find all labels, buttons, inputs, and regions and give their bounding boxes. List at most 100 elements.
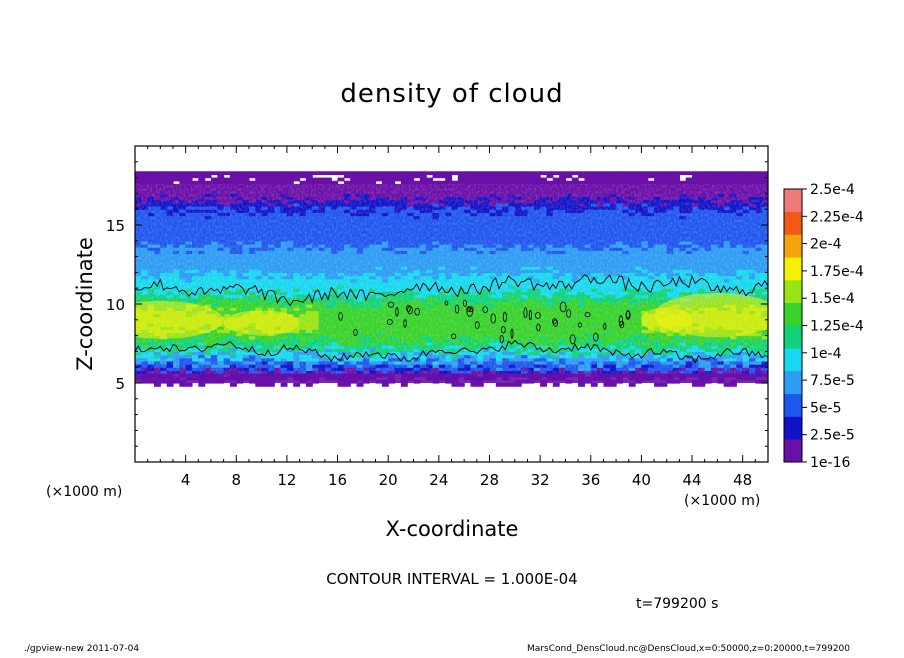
heatmap-cell xyxy=(394,174,402,179)
heatmap-cell xyxy=(400,174,408,179)
heatmap-cell xyxy=(255,174,263,179)
heatmap-cell xyxy=(464,177,472,182)
heatmap-cell xyxy=(470,177,478,182)
heatmap-cell xyxy=(432,171,440,176)
heatmap-cell xyxy=(489,171,497,176)
heatmap-cell xyxy=(407,171,415,176)
heatmap-cell xyxy=(584,171,592,176)
heatmap-cell xyxy=(495,174,503,179)
heatmap-cell xyxy=(135,171,142,176)
heatmap-cell xyxy=(552,180,560,185)
heatmap-cell xyxy=(305,180,313,185)
heatmap-cell xyxy=(495,177,503,182)
heatmap-cell xyxy=(407,177,415,182)
heatmap-cell xyxy=(229,171,237,176)
heatmap-cell xyxy=(457,174,465,179)
heatmap-cell xyxy=(179,171,187,176)
heatmap-cell xyxy=(280,383,288,387)
heatmap-cell xyxy=(603,174,611,179)
heatmap-cell xyxy=(242,180,250,185)
heatmap-cell xyxy=(337,383,345,387)
heatmap-cell xyxy=(217,180,225,185)
heatmap-cell xyxy=(191,180,199,185)
heatmap-cell xyxy=(445,177,453,182)
heatmap-cell xyxy=(451,180,459,185)
heatmap-cell xyxy=(198,177,206,182)
heatmap-cell xyxy=(495,171,503,176)
heatmap-cell xyxy=(255,171,263,176)
heatmap-cell xyxy=(286,171,294,176)
heatmap-cell xyxy=(584,174,592,179)
heatmap-cell xyxy=(578,174,586,179)
heatmap-cell xyxy=(559,171,567,176)
heatmap-cell xyxy=(172,171,180,176)
heatmap-cell xyxy=(489,174,497,179)
heatmap-cell xyxy=(489,180,497,185)
heatmap-cell xyxy=(255,177,263,182)
heatmap-cell xyxy=(343,383,351,387)
heatmap-cell xyxy=(179,383,187,387)
heatmap-cell xyxy=(603,171,611,176)
heatmap-cell xyxy=(590,171,598,176)
heatmap-cell xyxy=(571,180,579,185)
heatmap-cell xyxy=(305,171,313,176)
heatmap-cell xyxy=(350,180,358,185)
heatmap-cell xyxy=(217,177,225,182)
heatmap-cell xyxy=(603,383,611,387)
heatmap-cell xyxy=(470,383,478,387)
heatmap-cell xyxy=(204,174,212,179)
heatmap-cell xyxy=(286,180,294,185)
heatmap-cell xyxy=(312,177,320,182)
heatmap-cell xyxy=(204,180,212,185)
heatmap-cell xyxy=(438,180,446,185)
heatmap-cell xyxy=(356,383,364,387)
heatmap-cell xyxy=(571,177,579,182)
heatmap-cell xyxy=(135,180,142,185)
heatmap-cell xyxy=(210,180,218,185)
heatmap-cell xyxy=(229,174,237,179)
heatmap-cell xyxy=(540,180,548,185)
heatmap-cell xyxy=(476,383,484,387)
heatmap-cell xyxy=(426,177,434,182)
heatmap-cell xyxy=(540,177,548,182)
heatmap-cell xyxy=(362,180,370,185)
heatmap-cell xyxy=(166,177,174,182)
heatmap-cell xyxy=(185,174,193,179)
heatmap-cell xyxy=(540,171,548,176)
heatmap-cell xyxy=(476,171,484,176)
heatmap-cell xyxy=(375,174,383,179)
heatmap-cell xyxy=(267,171,275,176)
heatmap-cell xyxy=(400,171,408,176)
heatmap-cell xyxy=(242,177,250,182)
heatmap-cell xyxy=(590,180,598,185)
heatmap-cell xyxy=(407,180,415,185)
heatmap-cell xyxy=(229,383,237,387)
heatmap-cell xyxy=(217,174,225,179)
heatmap-cell xyxy=(407,174,415,179)
heatmap-cell xyxy=(419,177,427,182)
heatmap-cell xyxy=(514,383,522,387)
heatmap-cell xyxy=(388,171,396,176)
heatmap-cell xyxy=(533,177,541,182)
heatmap-cell xyxy=(470,174,478,179)
heatmap-cell xyxy=(305,177,313,182)
heatmap-cell xyxy=(552,383,560,387)
heatmap-cell xyxy=(590,177,598,182)
heatmap-cell xyxy=(185,180,193,185)
heatmap-cell xyxy=(223,177,231,182)
heatmap-cell xyxy=(299,180,307,185)
heatmap-cell xyxy=(166,174,174,179)
heatmap-cell xyxy=(565,171,573,176)
heatmap-cell xyxy=(603,177,611,182)
heatmap-cell xyxy=(483,180,491,185)
heatmap-cell xyxy=(540,383,548,387)
heatmap-cell xyxy=(255,383,263,387)
heatmap-cell xyxy=(293,171,301,176)
heatmap-cell xyxy=(267,383,275,387)
heatmap-cell xyxy=(527,174,535,179)
heatmap-cell xyxy=(464,171,472,176)
heatmap-cell xyxy=(445,174,453,179)
heatmap-cell xyxy=(153,174,161,179)
heatmap-cell xyxy=(179,177,187,182)
heatmap-cell xyxy=(381,171,389,176)
